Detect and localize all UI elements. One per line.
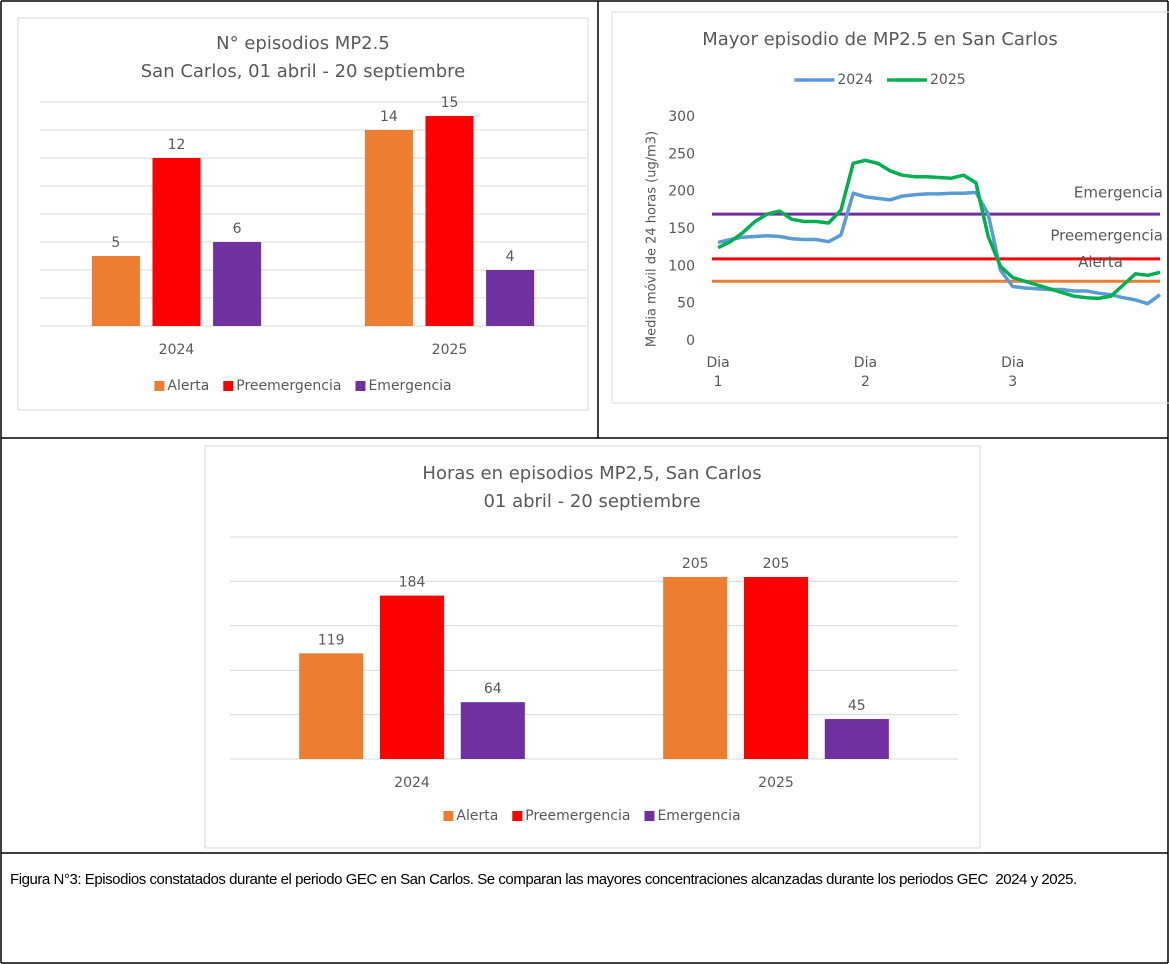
- data-label: 15: [441, 95, 459, 111]
- legend-label: Preemergencia: [236, 378, 341, 394]
- y-tick-label: 100: [668, 258, 695, 274]
- x-tick-label: 2024: [394, 775, 430, 791]
- chart-title: Horas en episodios MP2,5, San Carlos: [422, 463, 761, 484]
- data-label: 12: [168, 137, 186, 153]
- legend-item: Preemergencia: [512, 808, 630, 824]
- data-label: 205: [682, 556, 709, 572]
- legend-swatch: [223, 381, 234, 391]
- legend-item: 2025: [887, 72, 966, 88]
- legend-item: Emergencia: [355, 378, 452, 394]
- legend-label: 2024: [837, 72, 873, 88]
- y-tick-label: 0: [686, 333, 695, 349]
- legend-label: 2025: [930, 72, 966, 88]
- x-tick-label: 2025: [432, 342, 468, 358]
- data-label: 6: [233, 221, 242, 237]
- caption: Figura N°3: Episodios constatados durant…: [10, 871, 1077, 888]
- data-label: 4: [506, 249, 515, 265]
- line-series: [717, 158, 1161, 301]
- chart-subtitle: 01 abril - 20 septiembre: [483, 491, 700, 512]
- bar: [213, 242, 262, 326]
- y-tick-label: 250: [668, 146, 695, 162]
- bar: [663, 576, 728, 759]
- chart-frame: [611, 11, 1169, 403]
- bar: [460, 702, 525, 759]
- y-tick-label: 150: [668, 221, 695, 237]
- legend-item: 2024: [794, 72, 873, 88]
- y-tick-label: 200: [668, 184, 695, 200]
- legend-label: Emergencia: [657, 808, 740, 824]
- data-label: 14: [380, 109, 398, 125]
- chart-subtitle: San Carlos, 01 abril - 20 septiembre: [141, 61, 466, 82]
- threshold-label: Emergencia: [1074, 184, 1163, 202]
- legend-swatch: [512, 811, 523, 821]
- legend-label: Emergencia: [368, 378, 451, 394]
- data-label: 205: [763, 556, 790, 572]
- bar: [299, 653, 364, 759]
- legend-swatch: [644, 811, 655, 821]
- y-tick-label: 300: [668, 109, 695, 125]
- y-axis-title: Media móvil de 24 horas (ug/m3): [645, 131, 660, 347]
- bar: [743, 576, 809, 759]
- x-tick-label: Dia 3: [1001, 355, 1024, 390]
- legend-swatch: [443, 811, 454, 821]
- data-label: 184: [399, 575, 426, 591]
- x-tick-label: 2025: [758, 775, 794, 791]
- x-tick-label: Dia 1: [707, 355, 730, 390]
- line-series: [717, 190, 1162, 306]
- x-tick-label-line: Dia: [854, 355, 877, 371]
- legend-swatch: [154, 381, 165, 391]
- bar: [425, 116, 474, 326]
- legend-swatch: [355, 381, 366, 391]
- x-tick-label-line: Dia: [707, 355, 730, 371]
- data-label: 119: [318, 632, 345, 648]
- legend-label: Alerta: [456, 808, 498, 824]
- x-tick-label: 2024: [159, 342, 195, 358]
- bar: [379, 595, 445, 759]
- threshold-label: Alerta: [1078, 253, 1123, 271]
- bar: [152, 158, 201, 326]
- legend-item: Emergencia: [644, 808, 741, 824]
- bar: [91, 256, 140, 326]
- chart-title: N° episodios MP2.5: [216, 33, 390, 54]
- chart-title: Mayor episodio de MP2.5 en San Carlos: [702, 29, 1058, 50]
- data-label: 5: [111, 235, 120, 251]
- y-tick-label: 50: [677, 296, 695, 312]
- data-label: 64: [484, 681, 502, 697]
- legend-label: Alerta: [167, 378, 209, 394]
- legend-item: Alerta: [154, 378, 209, 394]
- x-tick-label-line: Dia: [1001, 355, 1024, 371]
- x-tick-label: Dia 2: [854, 355, 877, 390]
- x-tick-label-line: 1: [714, 374, 723, 390]
- chart-frame: [204, 445, 981, 849]
- bar: [486, 270, 535, 326]
- threshold-label: Preemergencia: [1050, 226, 1163, 244]
- bar: [364, 130, 413, 326]
- legend-label: Preemergencia: [525, 808, 630, 824]
- legend-item: Alerta: [443, 808, 498, 824]
- x-tick-label-line: 2: [861, 374, 870, 390]
- x-tick-label-line: 3: [1008, 374, 1017, 390]
- data-label: 45: [848, 698, 866, 714]
- bar: [824, 719, 889, 759]
- legend-item: Preemergencia: [223, 378, 341, 394]
